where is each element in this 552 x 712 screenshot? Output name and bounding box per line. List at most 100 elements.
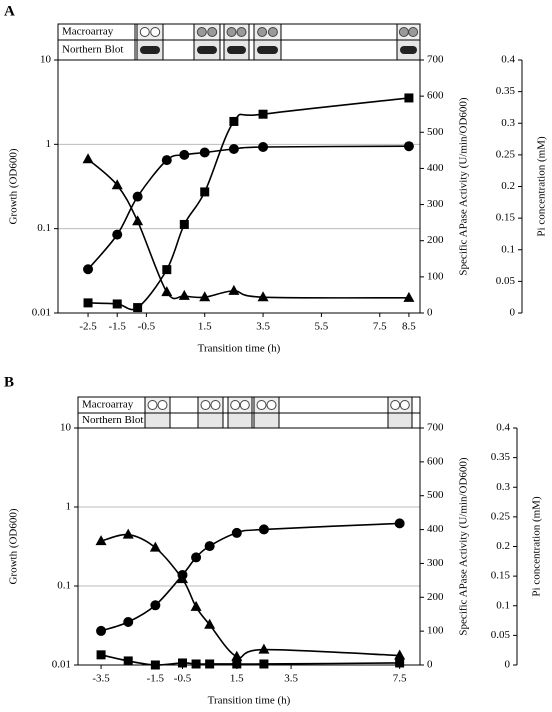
point	[259, 659, 269, 669]
point	[258, 109, 268, 119]
x-tick-label: -0.5	[138, 321, 156, 333]
y3-tick-label: 0.4	[496, 422, 510, 434]
y3-tick-label: 0.15	[491, 570, 511, 582]
series-line	[87, 145, 409, 270]
point	[228, 144, 239, 155]
macroarray-spot	[399, 400, 410, 410]
y-tick-label: 10	[40, 54, 52, 66]
y2-tick-label: 600	[427, 90, 444, 102]
point	[199, 147, 210, 158]
point	[199, 291, 211, 302]
y3-tick-label: 0.05	[491, 629, 511, 641]
y3-tick-label: 0.35	[491, 451, 511, 463]
y3-tick-label: 0.2	[496, 540, 510, 552]
point	[228, 284, 240, 295]
x-tick-label: 5.5	[315, 321, 329, 333]
y3-tick-label: 0.2	[501, 180, 515, 192]
macroarray-spot	[257, 27, 268, 37]
point	[394, 649, 406, 660]
point	[123, 617, 134, 628]
y-axis-title: Growth (OD600)	[8, 508, 20, 584]
blot-band	[197, 46, 217, 54]
strip-label: Northern Blot	[82, 414, 143, 426]
macroarray-spot	[147, 400, 158, 410]
x-axis-title: Transition time (h)	[208, 695, 291, 707]
y2-tick-label: 200	[427, 591, 444, 603]
point	[191, 659, 201, 669]
macroarray-spot	[139, 27, 150, 37]
x-tick-label: 3.5	[256, 321, 270, 333]
panel-label: A	[4, 3, 15, 19]
blot-band	[257, 46, 278, 54]
macroarray-spot	[207, 27, 218, 37]
x-tick-label: 7.5	[373, 321, 387, 333]
macroarray-spot	[390, 400, 401, 410]
y-tick-label: 0.1	[37, 222, 51, 234]
point	[232, 659, 242, 669]
y3-tick-label: 0.1	[496, 599, 510, 611]
macroarray-spot	[210, 400, 221, 410]
point	[178, 289, 190, 300]
point	[162, 265, 172, 275]
point	[111, 179, 123, 190]
point	[403, 291, 415, 302]
point	[190, 600, 202, 611]
point	[95, 535, 107, 546]
point	[82, 153, 94, 164]
y3-tick-label: 0.1	[501, 243, 515, 255]
y2-tick-label: 400	[427, 523, 444, 535]
point	[150, 600, 161, 611]
point	[200, 187, 210, 197]
macroarray-spot	[267, 27, 278, 37]
point	[204, 541, 215, 552]
macroarray-spot	[226, 27, 237, 37]
point	[123, 656, 133, 666]
y2-tick-label: 400	[427, 162, 444, 174]
point	[96, 625, 107, 636]
y3-tick-label: 0.3	[496, 481, 510, 493]
point	[395, 658, 405, 668]
point	[179, 149, 190, 160]
y3-tick-label: 0.05	[496, 275, 516, 287]
point	[133, 303, 143, 313]
strip-label: Macroarray	[62, 26, 114, 38]
point	[132, 191, 143, 202]
y-tick-label: 0.01	[52, 659, 71, 671]
x-axis-title: Transition time (h)	[198, 343, 281, 355]
macroarray-spot	[239, 400, 250, 410]
point	[204, 618, 216, 629]
point	[83, 298, 93, 308]
macroarray-spot	[196, 27, 207, 37]
point	[132, 215, 144, 226]
y2-tick-label: 100	[427, 270, 444, 282]
x-tick-label: -0.5	[174, 673, 192, 685]
macroarray-spot	[157, 400, 168, 410]
point	[179, 219, 189, 229]
series-line	[88, 97, 410, 311]
y2-tick-label: 700	[427, 422, 444, 434]
x-tick-label: 1.5	[198, 321, 212, 333]
macroarray-spot	[150, 27, 161, 37]
point	[96, 650, 106, 660]
y-tick-label: 1	[66, 501, 72, 513]
macroarray-spot	[398, 27, 409, 37]
macroarray-spot	[236, 27, 247, 37]
point	[404, 93, 414, 103]
macroarray-spot	[230, 400, 241, 410]
point	[403, 141, 414, 152]
blot-cell	[253, 412, 280, 429]
point	[258, 524, 269, 535]
y2-tick-label: 300	[427, 557, 444, 569]
y3-tick-label: 0.15	[496, 212, 516, 224]
point	[205, 659, 215, 669]
y-tick-label: 0.01	[32, 307, 51, 319]
macroarray-spot	[200, 400, 211, 410]
strip-label: Macroarray	[82, 399, 134, 411]
series-line	[100, 522, 400, 632]
y3-tick-label: 0.3	[501, 117, 515, 129]
panel-label: B	[4, 374, 14, 390]
series-line	[100, 654, 400, 666]
y3-axis-title: Pi concentration (mM)	[536, 136, 548, 237]
x-tick-label: 1.5	[230, 673, 244, 685]
blot-band	[140, 46, 160, 54]
